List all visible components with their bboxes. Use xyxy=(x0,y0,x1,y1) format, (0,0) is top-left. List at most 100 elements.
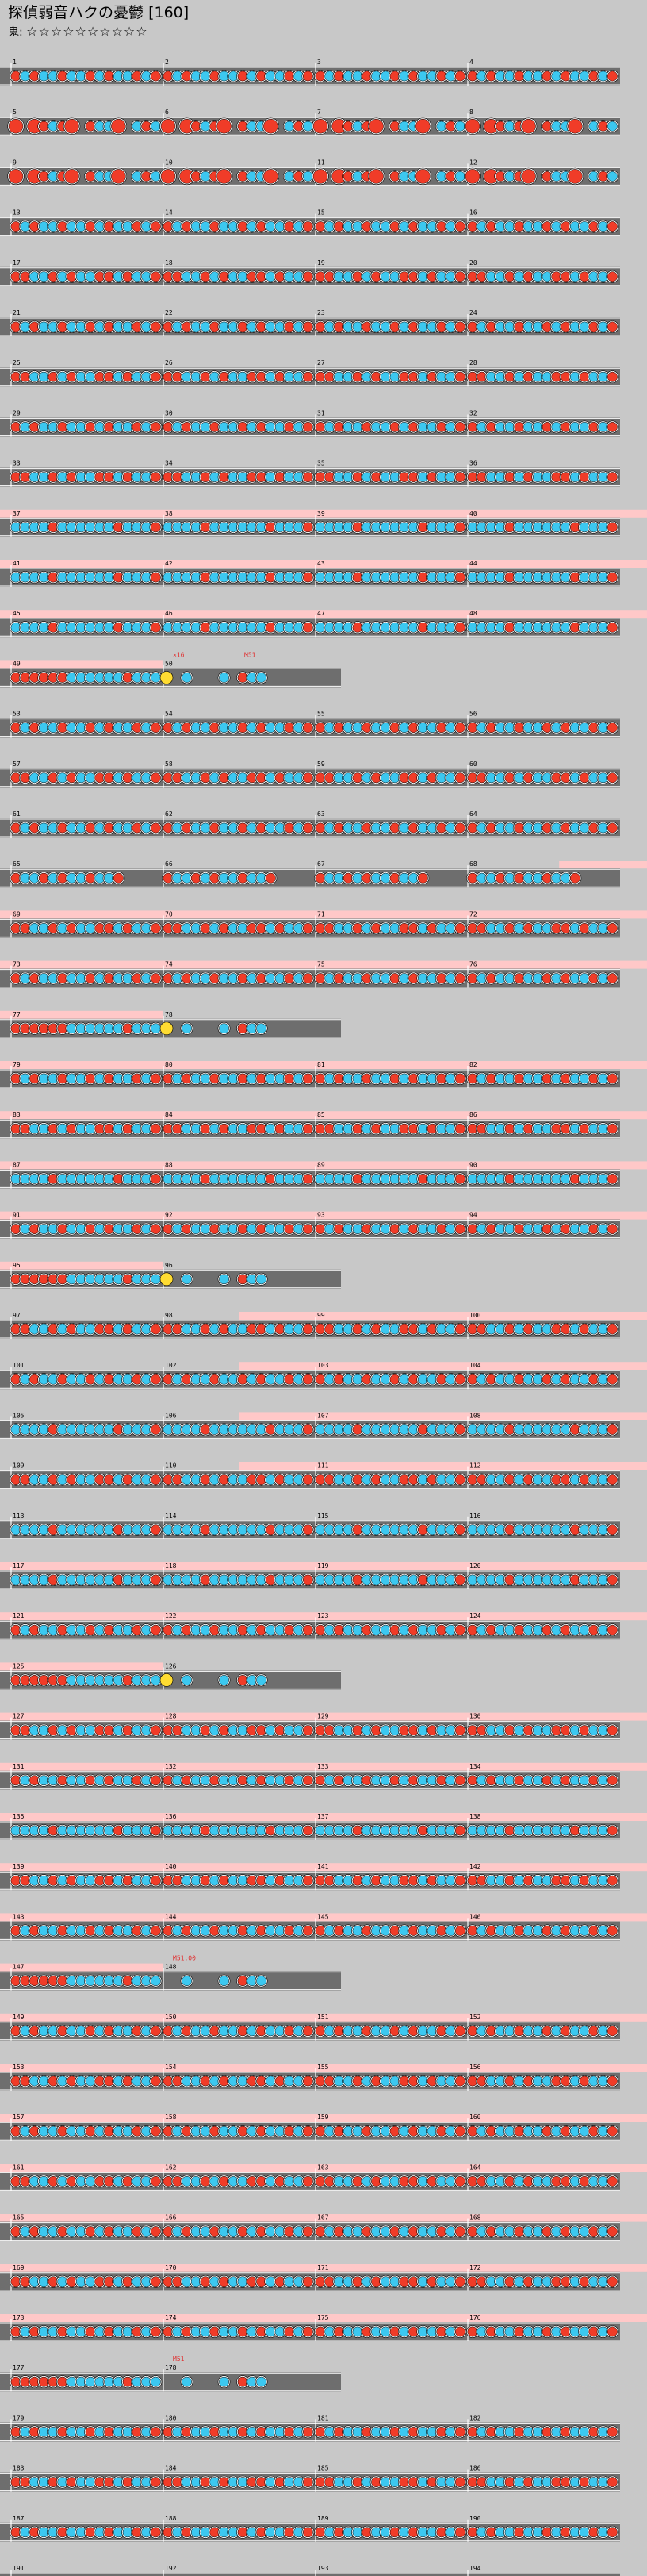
measure-number: 60 xyxy=(469,761,477,768)
ka-note xyxy=(150,1674,161,1685)
measure-number: 142 xyxy=(469,1863,481,1870)
don-note xyxy=(302,822,313,834)
don-note xyxy=(454,1424,465,1435)
gogo-band xyxy=(239,1412,647,1420)
measure-number: 37 xyxy=(13,510,21,517)
measure-number: 7 xyxy=(317,109,321,116)
don-note xyxy=(302,221,313,232)
measure-number: 122 xyxy=(165,1612,177,1620)
balloon-note xyxy=(159,1673,174,1687)
don-note xyxy=(150,922,161,933)
don-note xyxy=(454,522,465,533)
don-note xyxy=(454,371,465,382)
don-note xyxy=(150,1474,161,1485)
measure-number: 57 xyxy=(13,761,21,768)
measure-number: 5 xyxy=(13,109,17,116)
measure-number: 79 xyxy=(13,1061,21,1068)
don-note xyxy=(302,1224,313,1235)
don-note xyxy=(454,1073,465,1084)
don-note xyxy=(312,169,328,184)
don-note xyxy=(150,221,161,232)
don-note xyxy=(302,572,313,583)
don-note xyxy=(417,872,428,884)
ka-note xyxy=(150,1274,161,1285)
measure-number: 66 xyxy=(165,861,173,868)
don-note xyxy=(607,371,618,382)
don-note xyxy=(302,1524,313,1535)
don-note xyxy=(302,973,313,984)
don-note xyxy=(302,271,313,282)
don-note xyxy=(607,922,618,933)
measure-number: 67 xyxy=(317,861,325,868)
measure-number: 131 xyxy=(13,1763,25,1770)
don-note xyxy=(454,1775,465,1786)
don-note xyxy=(150,522,161,533)
don-note xyxy=(454,271,465,282)
don-note xyxy=(150,1324,161,1335)
ka-note xyxy=(182,1976,192,1987)
don-note xyxy=(111,118,126,134)
don-note xyxy=(454,321,465,332)
measure-number: 126 xyxy=(165,1662,177,1669)
measure-number: 34 xyxy=(165,460,173,467)
measure-number: 50 xyxy=(165,660,173,667)
measure-number: 40 xyxy=(469,510,477,517)
don-note xyxy=(150,1524,161,1535)
measure-number: 101 xyxy=(13,1362,25,1369)
measure-number: 117 xyxy=(13,1562,25,1570)
don-note xyxy=(454,1524,465,1535)
don-note xyxy=(302,1073,313,1084)
measure-number: 55 xyxy=(317,711,325,718)
measure-number: 144 xyxy=(165,1913,177,1920)
don-note xyxy=(302,1324,313,1335)
measure-number: 6 xyxy=(165,109,169,116)
measure-number: 132 xyxy=(165,1763,177,1770)
don-note xyxy=(302,1725,313,1736)
measure-number: 16 xyxy=(469,209,477,217)
ka-note xyxy=(182,672,192,683)
measure-number: 24 xyxy=(469,309,477,316)
measure-number: 107 xyxy=(317,1412,329,1419)
don-note xyxy=(607,723,618,734)
don-note xyxy=(150,622,161,633)
gogo-band xyxy=(0,1010,163,1019)
don-note xyxy=(454,772,465,784)
measure-number: 43 xyxy=(317,560,325,567)
measure-number: 54 xyxy=(165,711,173,718)
measure-number: 12 xyxy=(469,159,477,166)
ka-note xyxy=(150,1976,161,1987)
don-note xyxy=(150,1374,161,1385)
measure-number: 115 xyxy=(317,1512,329,1520)
don-note xyxy=(302,522,313,533)
don-note xyxy=(150,1825,161,1836)
measure-number: 20 xyxy=(469,259,477,266)
don-note xyxy=(607,1775,618,1786)
don-note xyxy=(150,1875,161,1886)
don-note xyxy=(111,169,126,184)
ka-note xyxy=(182,1274,192,1285)
measure-number: 14 xyxy=(165,209,173,217)
measure-number: 71 xyxy=(317,910,325,918)
don-note xyxy=(302,371,313,382)
don-note xyxy=(302,723,313,734)
measure-number: 80 xyxy=(165,1061,173,1068)
don-note xyxy=(8,118,24,134)
measure-annotation: M51.00 xyxy=(173,1955,196,1962)
don-note xyxy=(607,973,618,984)
ka-note xyxy=(219,672,230,683)
balloon-note xyxy=(159,1272,174,1286)
don-note xyxy=(454,1825,465,1836)
ka-note xyxy=(302,171,313,182)
ka-note xyxy=(302,121,313,132)
measure-number: 87 xyxy=(13,1161,21,1168)
don-note xyxy=(607,71,618,82)
measure-number: 149 xyxy=(13,2014,25,2021)
don-note xyxy=(607,772,618,784)
measure-number: 4 xyxy=(469,59,473,66)
measure-number: 19 xyxy=(317,259,325,266)
measure-number: 96 xyxy=(165,1262,173,1269)
ka-note xyxy=(219,1976,230,1987)
don-note xyxy=(302,1875,313,1886)
difficulty-stars: ☆☆☆☆☆☆☆☆☆☆ xyxy=(26,24,148,39)
